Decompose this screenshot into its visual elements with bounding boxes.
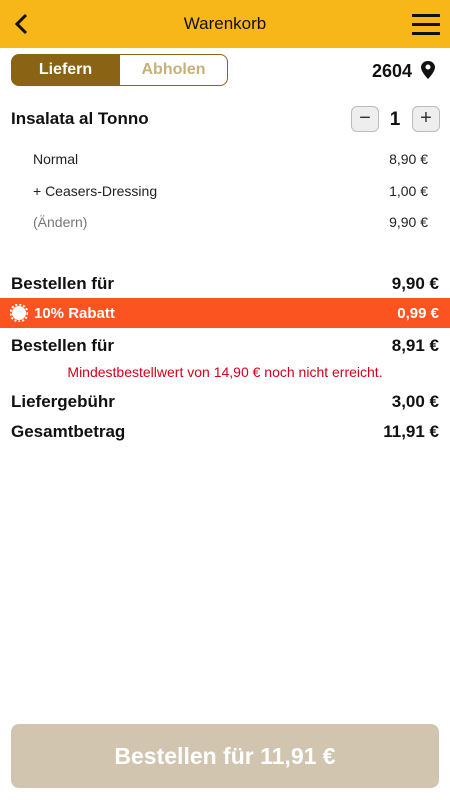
line-price: 9,90 € [389, 214, 428, 230]
discount-icon [10, 304, 28, 322]
warning: Mindestbestellwert von 14,90 € noch nich… [67, 364, 383, 380]
delivery-row: Liefergebühr 3,00 € [11, 392, 439, 412]
line-price: 8,90 € [389, 151, 428, 167]
label: Bestellen für [11, 274, 114, 293]
discounted-row: Bestellen für 8,91 € [11, 336, 439, 356]
tab-deliver[interactable]: Liefern [11, 54, 120, 86]
tab-pickup[interactable]: Abholen [119, 54, 228, 86]
value: 11,91 € [383, 422, 439, 441]
menu-button[interactable] [410, 12, 442, 36]
item-line: Normal 8,90 € [33, 151, 428, 167]
value: 8,91 € [391, 336, 439, 355]
line-price: 1,00 € [389, 183, 428, 199]
quantity: 1 [389, 109, 401, 130]
value: 9,90 € [391, 274, 439, 293]
discount-bar: 10% Rabatt 0,99 € [0, 298, 450, 328]
order-button[interactable]: Bestellen für 11,91 € [11, 724, 439, 788]
item-line: (Ändern) 9,90 € [33, 214, 428, 230]
value: 3,00 € [391, 392, 439, 411]
subtotal-row: Bestellen für 9,90 € [11, 274, 439, 294]
label: 10% Rabatt [34, 305, 115, 322]
decrease-button[interactable]: − [351, 106, 379, 132]
location-code[interactable]: 2604 [371, 61, 412, 81]
label: Liefergebühr [11, 392, 115, 411]
total-row: Gesamtbetrag 11,91 € [11, 422, 439, 442]
location-icon[interactable] [420, 60, 436, 80]
item-name: Insalata al Tonno [11, 109, 149, 128]
item-line: + Ceasers-Dressing 1,00 € [33, 183, 428, 199]
back-button[interactable] [12, 12, 32, 36]
line-label: + Ceasers-Dressing [33, 183, 158, 199]
value: 0,99 € [397, 305, 439, 322]
header: Warenkorb [0, 0, 450, 48]
edit-link[interactable]: (Ändern) [33, 214, 88, 230]
label: Bestellen für [11, 336, 114, 355]
increase-button[interactable]: + [412, 106, 440, 132]
line-label: Normal [33, 151, 79, 167]
page-title: Warenkorb [183, 14, 267, 33]
label: Gesamtbetrag [11, 422, 126, 441]
